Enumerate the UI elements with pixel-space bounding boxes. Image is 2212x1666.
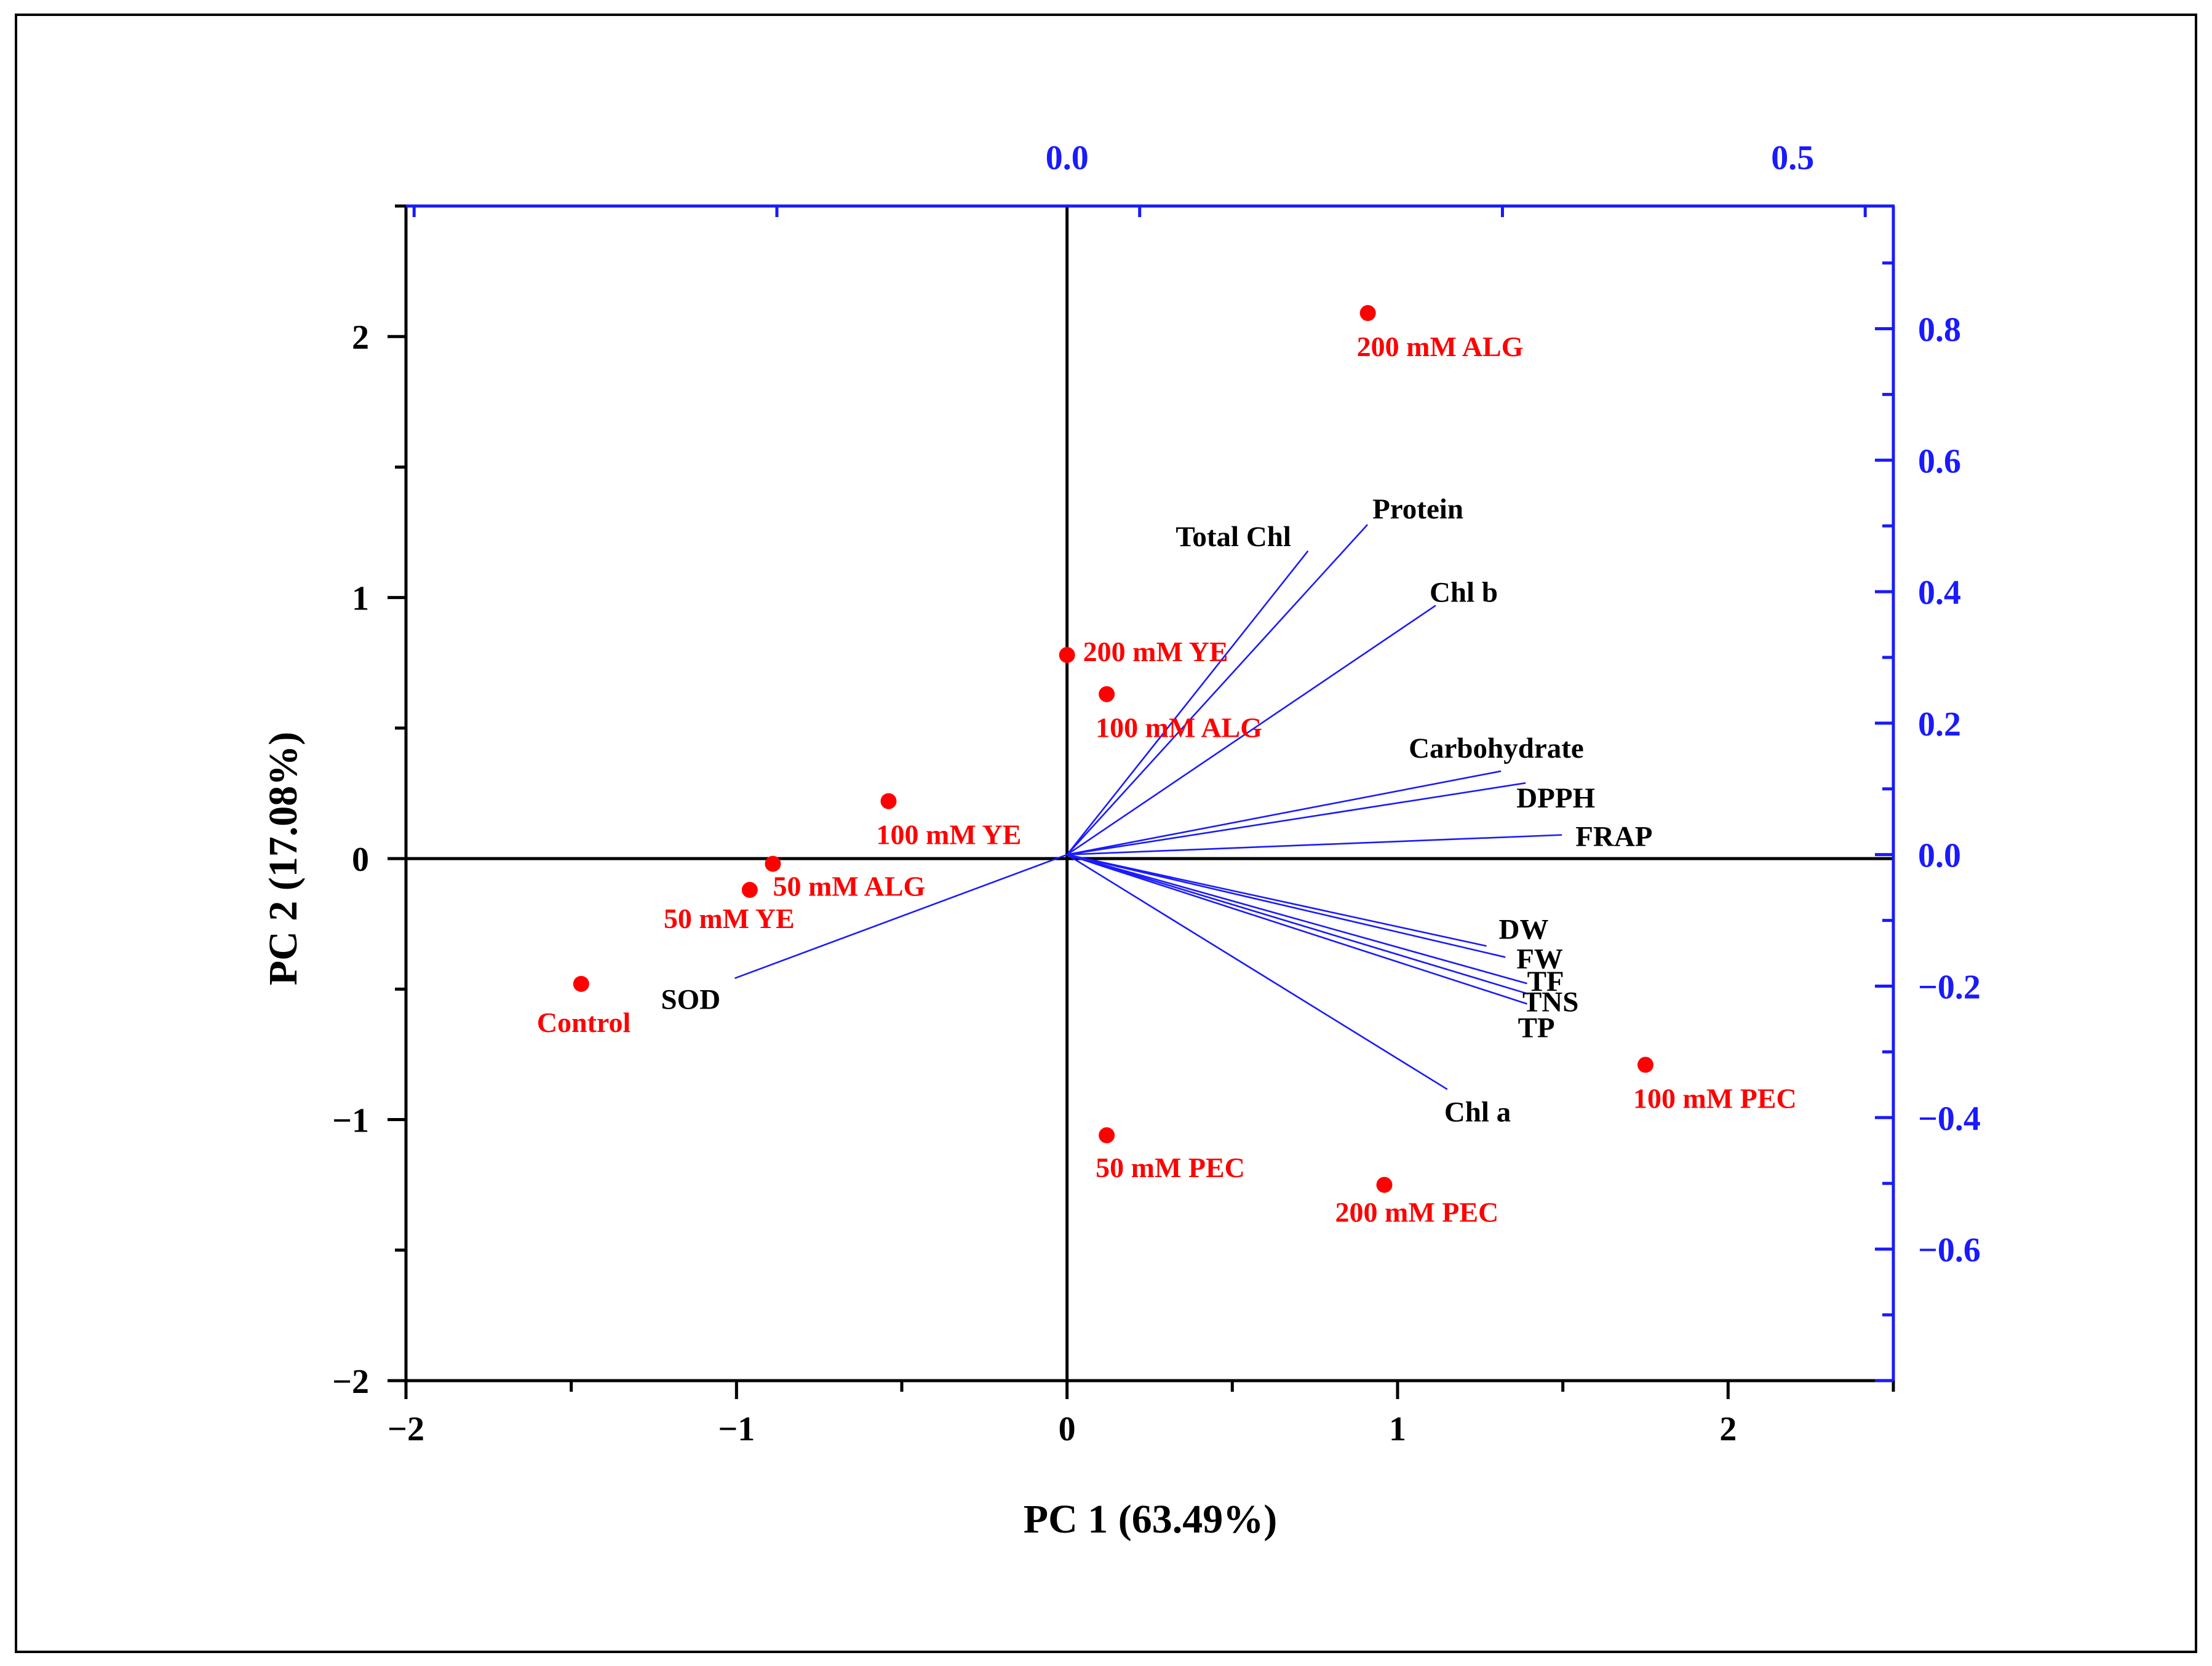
score-label: 50 mM ALG xyxy=(773,871,925,902)
score-point xyxy=(1059,647,1075,664)
right-tick-label: −0.6 xyxy=(1918,1231,1981,1269)
score-point xyxy=(741,882,758,898)
score-label: Control xyxy=(537,1007,631,1038)
score-label: 100 mM PEC xyxy=(1633,1082,1797,1114)
x-tick-label: 1 xyxy=(1389,1410,1406,1448)
score-label: 100 mM YE xyxy=(877,819,1022,851)
loading-vector xyxy=(1067,854,1529,995)
loading-vector xyxy=(1066,550,1309,855)
score-label: 200 mM YE xyxy=(1083,636,1228,667)
score-point xyxy=(1359,305,1376,322)
loading-labels: Total Chl Protein Chl b Carbohydrate DPPH FRA… xyxy=(661,493,1653,1128)
x-tick-label: −2 xyxy=(388,1410,424,1448)
loading-vector xyxy=(1067,770,1502,855)
score-label: 200 mM PEC xyxy=(1335,1197,1499,1228)
loading-label: TF xyxy=(1527,966,1564,998)
loading-vector xyxy=(1067,854,1448,1090)
loading-label: DW xyxy=(1499,913,1549,945)
score-label: 50 mM PEC xyxy=(1096,1152,1245,1183)
y-tick-label: 0 xyxy=(352,841,369,879)
y-tick-label: −1 xyxy=(332,1102,369,1140)
score-points xyxy=(573,305,1653,1193)
right-tick-label: −0.4 xyxy=(1918,1100,1981,1138)
y-tick-label: 1 xyxy=(352,580,369,618)
score-label: 100 mM ALG xyxy=(1096,712,1262,744)
score-label: 50 mM YE xyxy=(664,903,795,934)
score-point xyxy=(1099,1127,1115,1144)
x-axis-title: PC 1 (63.49%) xyxy=(1024,1497,1277,1542)
score-point xyxy=(1099,686,1115,702)
loading-label: SOD xyxy=(661,984,721,1016)
score-point xyxy=(880,793,897,809)
score-point xyxy=(1376,1176,1393,1193)
score-point xyxy=(765,855,781,872)
axis-ticks xyxy=(388,204,1895,1399)
loading-vector xyxy=(1067,854,1487,947)
x-tick-label: −1 xyxy=(718,1410,755,1448)
loading-label: TNS xyxy=(1522,986,1578,1018)
loading-vector xyxy=(1067,834,1562,855)
loading-vector xyxy=(1067,605,1436,855)
right-tick-label: 0.8 xyxy=(1918,311,1961,349)
loading-label: FRAP xyxy=(1575,821,1652,853)
right-tick-label: 0.6 xyxy=(1918,442,1961,480)
top-tick-label: 0.5 xyxy=(1771,139,1814,177)
loading-label: FW xyxy=(1516,943,1563,975)
loading-vector xyxy=(1066,524,1369,855)
loading-vector xyxy=(734,854,1068,979)
right-tick-label: 0.0 xyxy=(1918,837,1961,875)
x-tick-label: 2 xyxy=(1719,1410,1737,1448)
loading-label: Total Chl xyxy=(1176,521,1291,553)
x-tick-label: 0 xyxy=(1059,1410,1076,1448)
loading-label: Chl a xyxy=(1444,1096,1511,1128)
score-labels: 200 mM ALG 200 mM YE 100 mM ALG 100 mM YE 50… xyxy=(537,331,1797,1228)
loading-label: TP xyxy=(1518,1012,1555,1044)
plot-axes xyxy=(404,204,1895,1382)
zero-lines xyxy=(406,206,1893,1381)
loading-label: Protein xyxy=(1372,493,1463,525)
right-tick-label: 0.4 xyxy=(1918,574,1961,612)
score-point xyxy=(1637,1057,1653,1073)
loading-vectors xyxy=(734,524,1562,1090)
top-tick-label: 0.0 xyxy=(1046,139,1089,177)
right-tick-label: 0.2 xyxy=(1918,705,1961,744)
y-tick-label: 2 xyxy=(352,319,369,357)
loading-vector xyxy=(1067,854,1527,985)
loading-label: Chl b xyxy=(1430,577,1498,609)
figure-frame xyxy=(15,14,2197,1653)
y-axis-title: PC 2 (17.08%) xyxy=(261,732,306,985)
loading-vector xyxy=(1067,782,1526,855)
right-tick-label: −0.2 xyxy=(1918,968,1981,1006)
loading-label: Carbohydrate xyxy=(1409,732,1584,764)
y-tick-label: −2 xyxy=(332,1363,369,1401)
score-label: 200 mM ALG xyxy=(1357,331,1524,362)
loading-vector xyxy=(1067,854,1527,1005)
score-point xyxy=(573,975,589,992)
axis-tick-labels: −2 −1 0 1 2 −2 −1 0 1 2 0.0 0.5 0.8 0.6 0.4 0.2 0.0 −0.2 −… xyxy=(332,139,1981,1448)
loading-label: DPPH xyxy=(1516,782,1595,814)
loading-vector xyxy=(1067,854,1506,958)
